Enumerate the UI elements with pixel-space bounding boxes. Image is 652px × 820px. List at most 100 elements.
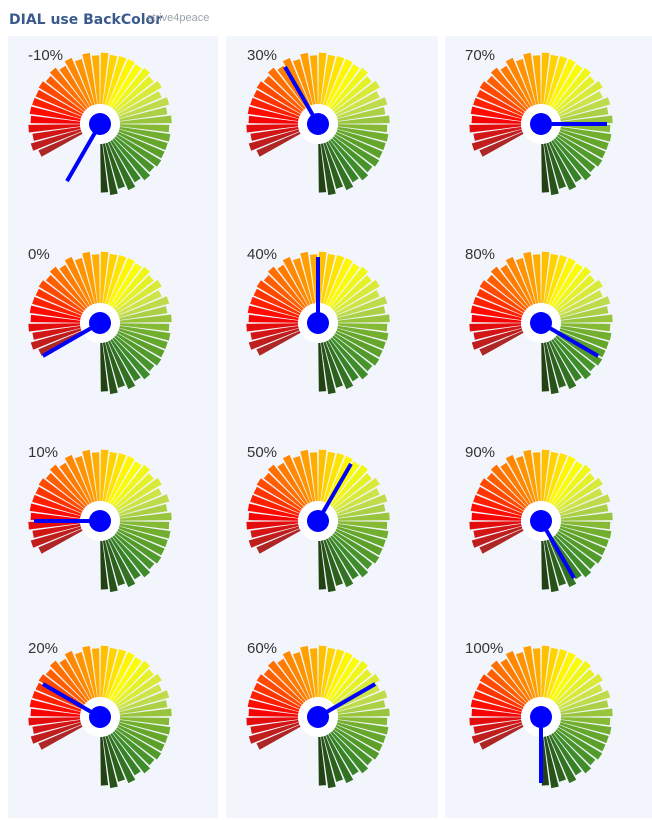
dial-wedge — [38, 330, 83, 356]
dial-wedge — [119, 323, 170, 332]
dial-wedge — [337, 719, 389, 735]
dial-wedge — [543, 540, 559, 593]
dial-wedge — [532, 452, 541, 502]
dial-wedge — [64, 57, 93, 107]
dial-wedge — [553, 67, 591, 110]
dial-wedge — [560, 521, 611, 530]
dial-wedge — [548, 340, 577, 390]
dial-wedge — [100, 143, 109, 193]
dial-wedge — [253, 486, 301, 514]
dial-wedge — [267, 464, 306, 507]
dial-wedge — [471, 708, 522, 717]
dial-wedge — [337, 126, 389, 142]
dial-wedge — [102, 647, 118, 698]
dial-wedge — [248, 314, 299, 323]
dial-wedge — [29, 503, 81, 519]
dial-wedge — [500, 264, 531, 307]
dial-9: 70% — [465, 47, 613, 196]
dial-wedge — [543, 451, 559, 502]
dial-wedge — [38, 478, 84, 511]
dial-wedge — [29, 699, 81, 715]
dial-wedge — [102, 451, 118, 502]
dial-wedge — [471, 512, 522, 521]
dial-wedge — [118, 296, 170, 318]
dial-wedge — [29, 106, 81, 122]
dial-wedge — [334, 531, 380, 564]
dial-wedge — [119, 719, 171, 735]
dial-wedge — [323, 254, 345, 305]
dial-wedge — [38, 724, 83, 750]
dial-wedge — [551, 140, 582, 183]
dial-wedge — [74, 455, 95, 503]
dial-wedge — [490, 67, 529, 110]
dial-wedge — [118, 722, 168, 744]
dial-label: 80% — [465, 246, 495, 263]
dial-wedge — [247, 305, 299, 321]
dial-wedge — [263, 472, 304, 509]
dial-wedge — [560, 314, 613, 323]
dial-wedge — [119, 504, 168, 519]
dial-wedge — [32, 719, 81, 734]
dial-wedge — [114, 473, 154, 509]
dial-wedge — [116, 279, 162, 313]
dial-wedge — [107, 734, 136, 784]
dial-wedge — [505, 454, 534, 504]
dial-wedge — [323, 539, 344, 586]
dial-wedge — [100, 736, 109, 786]
dial-wedge — [117, 724, 165, 752]
dial-wedge — [91, 452, 100, 502]
dial-wedge — [300, 52, 316, 105]
dial-wedge — [515, 651, 536, 699]
dial-wedge — [523, 645, 539, 698]
dial-wedge — [479, 478, 525, 511]
dial-wedge — [45, 668, 86, 705]
dial-wedge — [490, 660, 529, 703]
dial-wedge — [551, 657, 583, 701]
dial-wedge — [337, 504, 386, 519]
dial-wedge — [318, 342, 327, 392]
dial-wedge — [320, 253, 336, 304]
dial-1: -10% — [28, 47, 172, 196]
dial-wedge — [102, 736, 118, 789]
dial-wedge — [119, 700, 168, 715]
dial-wedge — [328, 733, 359, 776]
dial-wedge — [548, 141, 577, 191]
dial-wedge — [479, 330, 524, 356]
dial-wedge — [505, 650, 534, 700]
dial-wedge — [337, 115, 390, 124]
dial-wedge — [473, 97, 523, 119]
dial-wedge — [247, 699, 299, 715]
dial-wedge — [38, 674, 84, 707]
dial-wedge — [309, 254, 318, 304]
dial-wedge — [119, 124, 170, 133]
dial-wedge — [59, 65, 90, 108]
dial-wedge — [500, 462, 531, 505]
dial-wedge — [119, 708, 172, 717]
dial-wedge — [118, 494, 170, 516]
dial-wedge — [541, 251, 550, 304]
dial-wedge — [282, 650, 311, 700]
dial-wedge — [471, 328, 523, 350]
dial-wedge — [470, 699, 522, 715]
dial-wedge — [118, 328, 168, 350]
dial-wedge — [557, 134, 603, 167]
dial-wedge — [32, 296, 82, 318]
dial-wedge — [38, 528, 83, 554]
dial-wedge — [336, 494, 388, 516]
dial-wedge — [30, 526, 82, 548]
dial-wedge — [334, 333, 380, 366]
dial-wedge — [117, 330, 165, 358]
dial-wedge — [277, 65, 308, 108]
dial-wedge — [541, 645, 550, 698]
dial-wedge — [546, 452, 568, 503]
dial-wedge — [558, 724, 606, 752]
dial-wedge — [248, 512, 299, 521]
dial-wedge — [332, 275, 372, 311]
dial-wedge — [117, 684, 162, 710]
dial-wedge — [112, 731, 151, 774]
dial-wedge — [328, 657, 360, 701]
dial-hub — [307, 706, 329, 728]
dial-wedge — [334, 134, 380, 167]
dial-wedge — [336, 296, 388, 318]
